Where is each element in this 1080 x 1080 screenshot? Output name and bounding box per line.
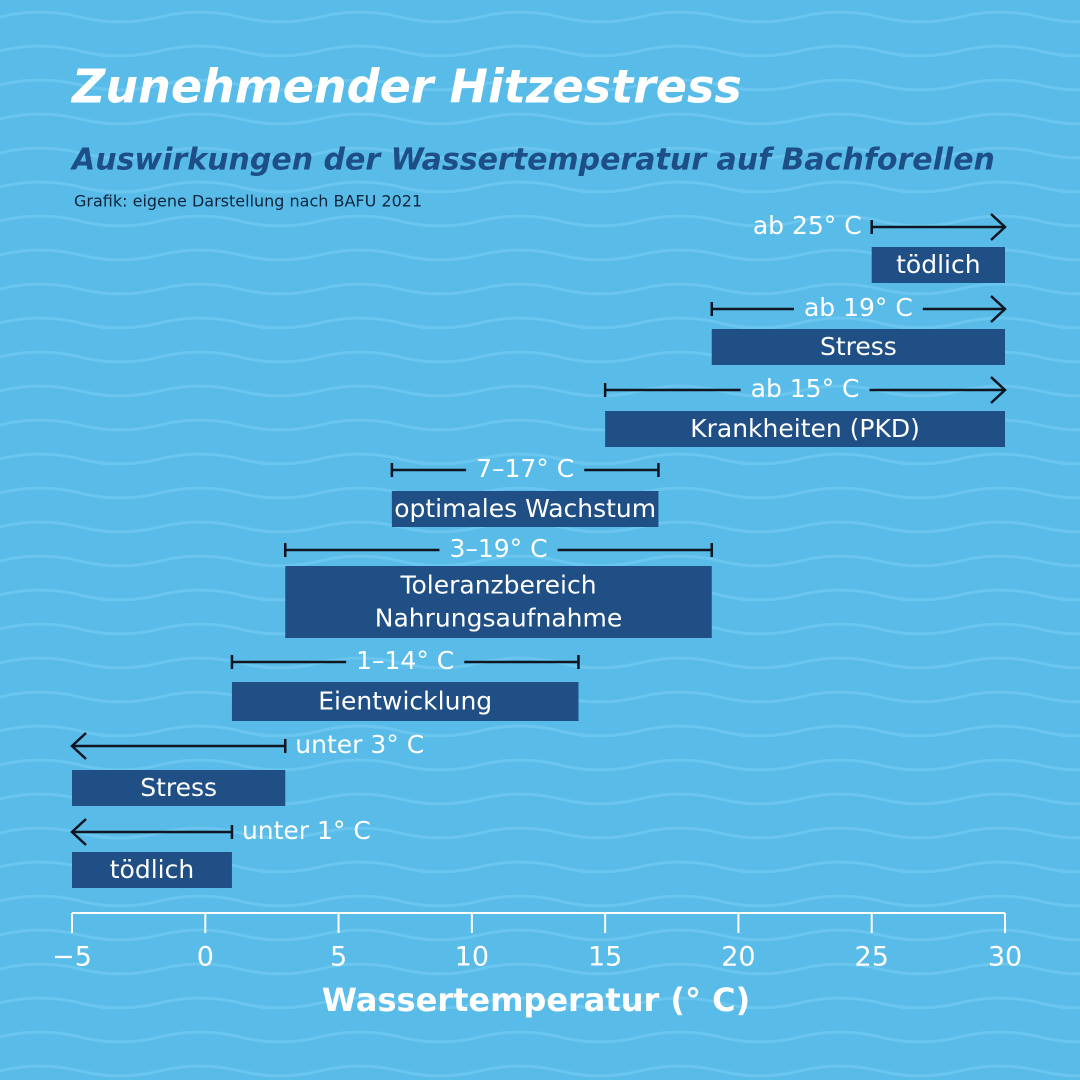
x-tick-label: 30 [988,942,1022,973]
range-arrow [990,213,1007,241]
bar-label: tödlich [110,855,194,884]
bar [72,852,232,888]
bar [871,247,1005,283]
bar [391,491,659,527]
range-label: 7–17° C [476,454,574,483]
bar-label: optimales Wachstum [394,494,656,523]
x-axis-title: Wassertemperatur (° C) [322,981,751,1019]
bar [72,770,286,806]
range-label: ab 19° C [804,293,913,322]
bar-label: Stress [140,773,217,802]
bar-label: Stress [820,332,897,361]
bar-label: Krankheiten (PKD) [690,414,920,443]
x-tick-label: −5 [52,942,92,973]
bar-label: tödlich [896,250,980,279]
bar [711,329,1005,365]
bar [605,411,1005,447]
range-label: 3–19° C [449,534,547,563]
x-tick-label: 20 [721,942,755,973]
bar-label: Toleranzbereich Nahrungsaufnahme [375,571,622,633]
x-tick-label: 0 [197,942,214,973]
bar [285,566,712,638]
range-label: unter 1° C [242,816,371,845]
range-label: ab 25° C [753,211,862,240]
chart-subtitle: Auswirkungen der Wassertemperatur auf Ba… [70,143,995,178]
x-tick-label: 5 [330,942,347,973]
bar-label: Eientwicklung [318,687,492,716]
x-tick-label: 15 [588,942,622,973]
range-arrow [990,376,1007,404]
range-label: 1–14° C [356,646,454,675]
range-arrow [990,295,1007,323]
range-arrow [70,732,87,760]
x-tick-label: 25 [855,942,889,973]
range-arrow [70,818,87,846]
bar [231,682,579,721]
x-tick-label: 10 [455,942,489,973]
source: Grafik: eigene Darstellung nach BAFU 202… [74,192,422,211]
range-label: unter 3° C [295,730,424,759]
range-label: ab 15° C [751,374,860,403]
chart-title: Zunehmender Hitzestress [70,60,742,114]
